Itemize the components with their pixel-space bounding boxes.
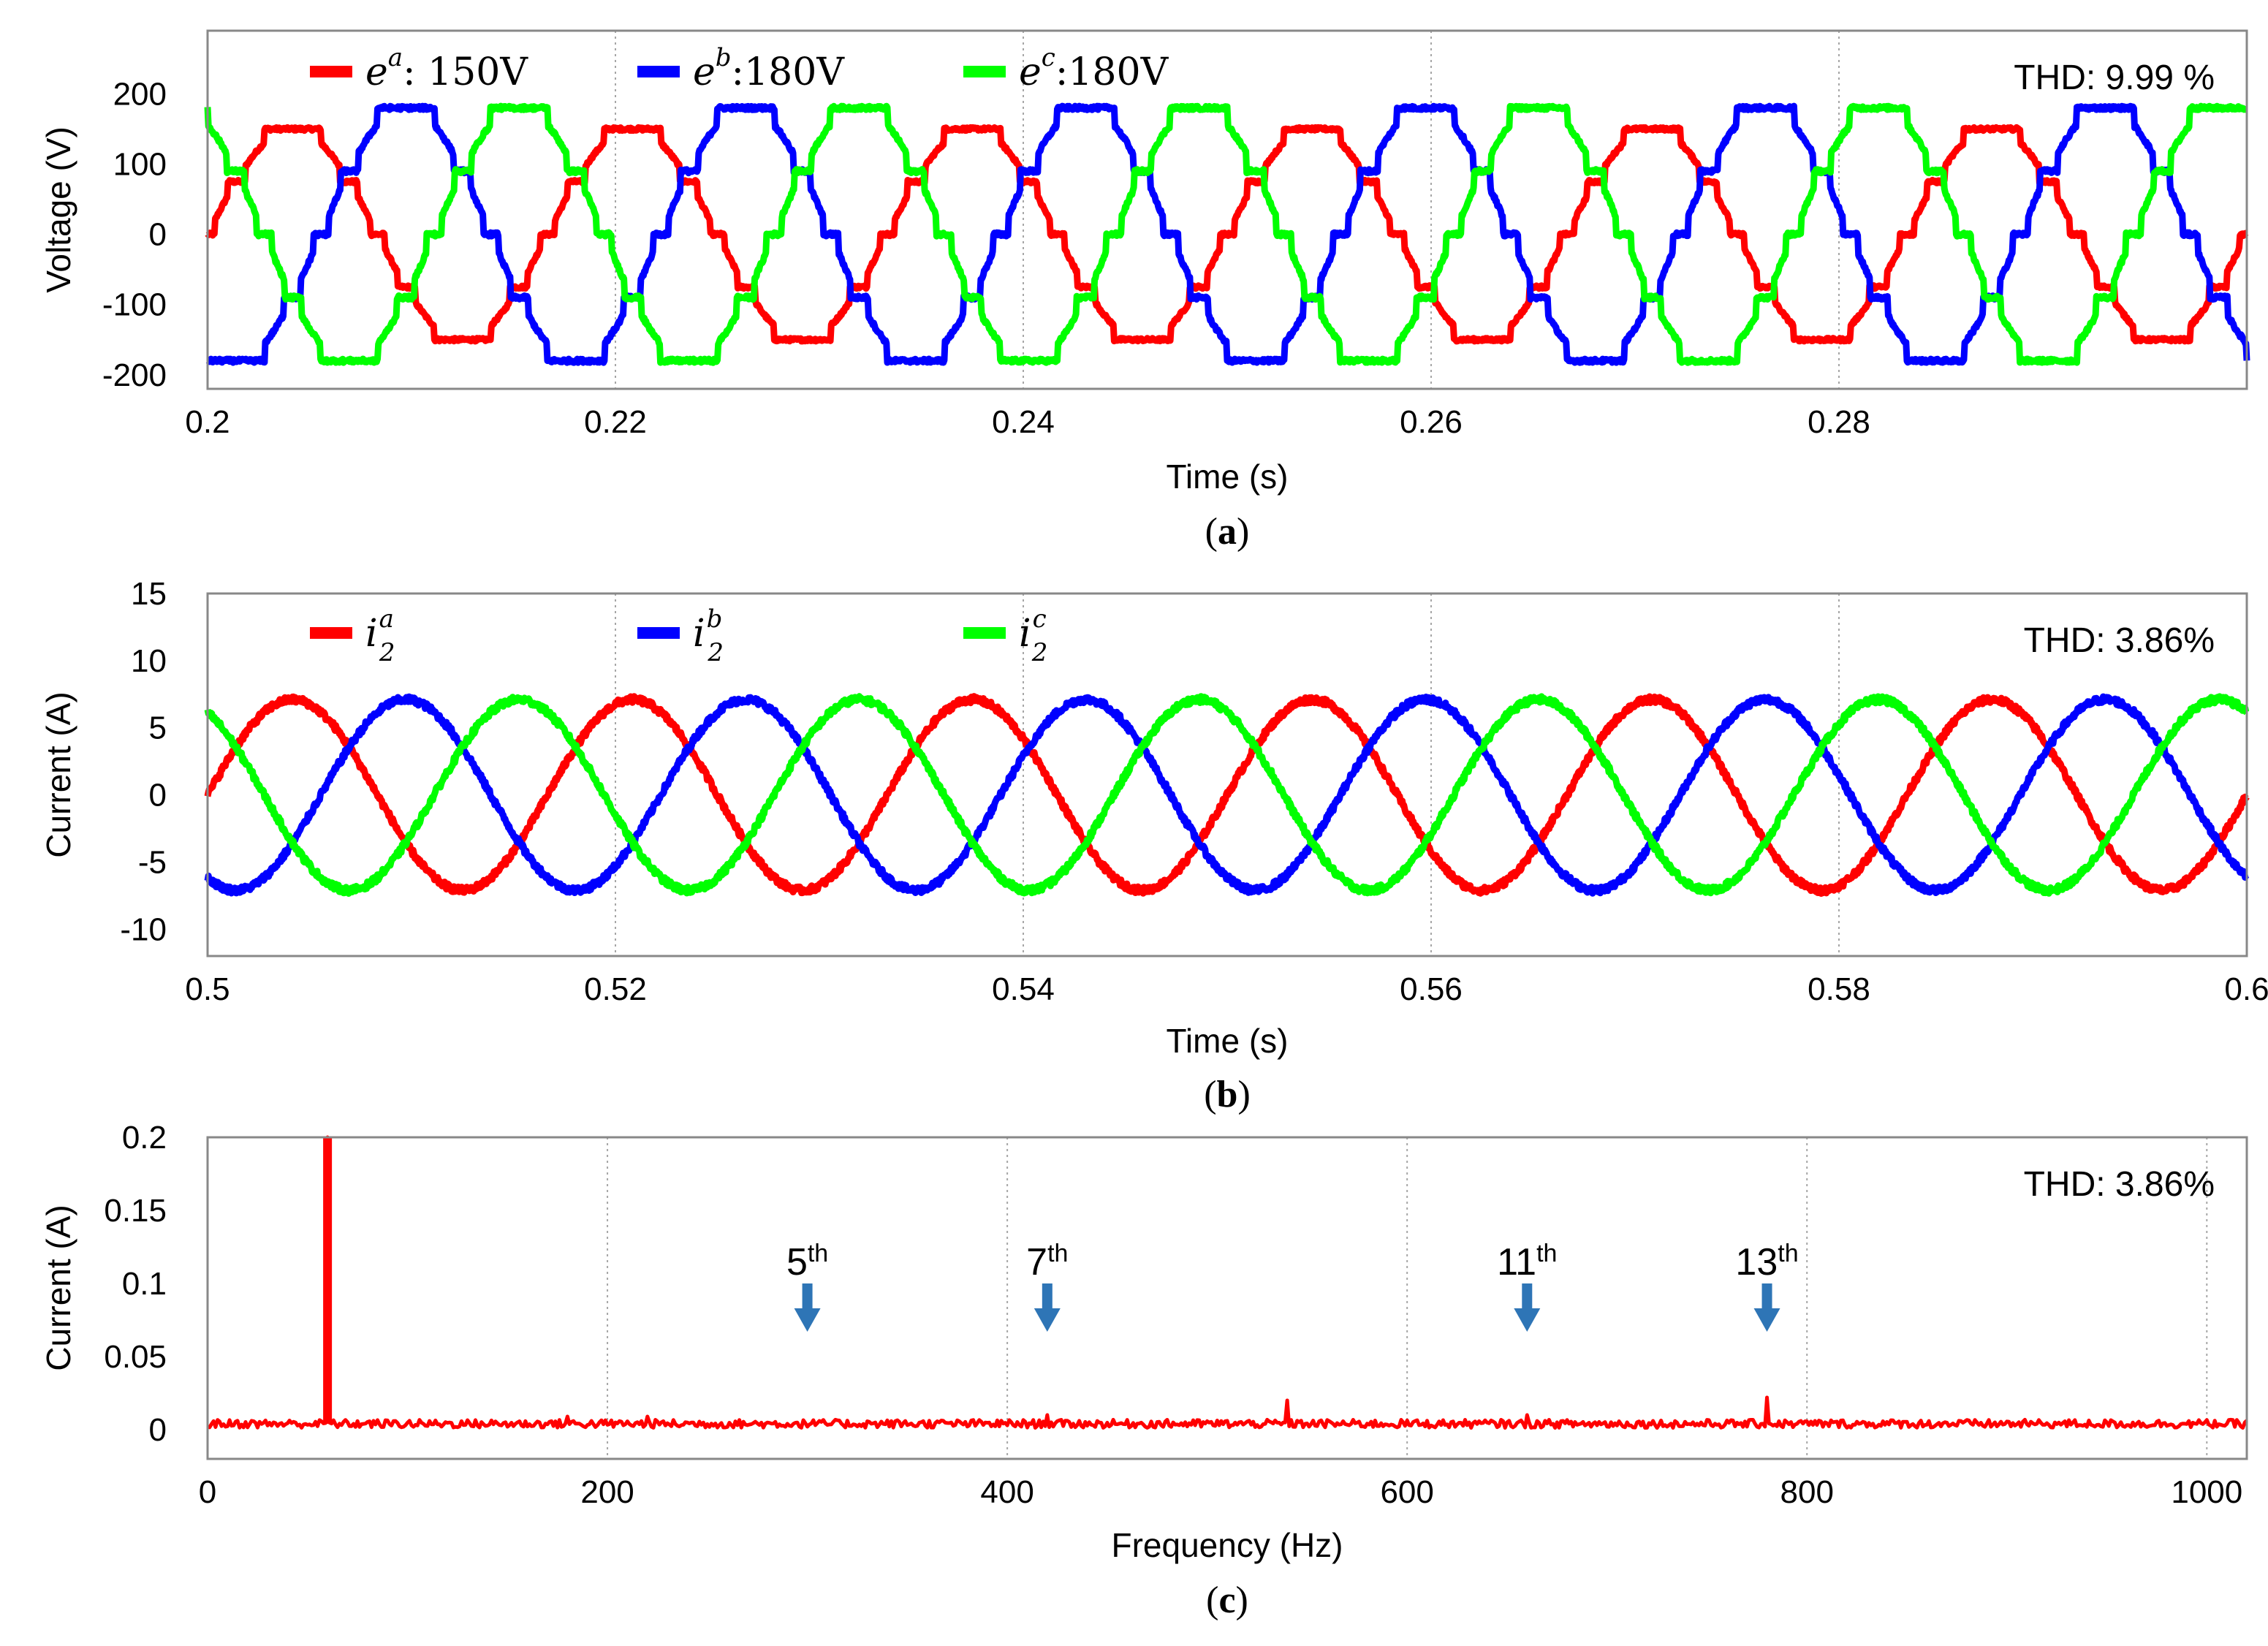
series-line-a [205,124,2250,345]
panel-a-caption: (a) [1205,511,1250,553]
y-tick-label: -100 [102,287,167,323]
panel-c-x-axis-label: Frequency (Hz) [1112,1526,1343,1564]
y-tick-label: 10 [131,643,167,679]
legend-item-ec: ec:180V [963,43,1169,94]
harmonic-label-11: 11th [1497,1240,1557,1283]
panel-b-y-ticks: 15 10 5 0 -5 -10 [120,576,167,947]
panel-c-spectrum: 0.2 0.15 0.1 0.05 0 0 200 400 600 800 1000 5th 7th… [39,1120,2248,1621]
x-tick-label: 0.5 [185,971,230,1007]
legend-label-i2c: ic 2 [1019,604,1047,667]
x-tick-label: 0.56 [1400,971,1463,1007]
panel-c-plot-area [208,1137,2247,1459]
x-tick-label: 400 [980,1474,1034,1510]
harmonic-arrow-icon [1514,1283,1541,1332]
harmonic-arrow-icon [1753,1283,1780,1332]
x-tick-label: 0.24 [992,404,1055,440]
series-line-a [204,693,2250,897]
series-line-b [205,102,2250,366]
panel-a-x-ticks: 0.2 0.22 0.24 0.26 0.28 [185,404,1870,440]
x-tick-label: 0.54 [992,971,1055,1007]
panel-c-y-axis-label: Current (A) [39,1205,77,1370]
harmonic-arrow-icon [1034,1283,1061,1332]
panel-c-series [207,1135,2248,1430]
panel-b-x-axis-label: Time (s) [1167,1022,1289,1060]
legend-label-i2a: ia 2 [365,604,395,667]
panel-b-caption: (b) [1204,1074,1251,1115]
panel-b-thd-label: THD: 3.86% [2024,621,2215,660]
y-tick-label: -10 [120,911,167,947]
y-tick-label: 5 [149,710,167,746]
panel-b-plot-area [208,593,2247,956]
y-tick-label: -200 [102,357,167,393]
y-tick-label: 0 [149,1412,167,1448]
series-line-c [204,102,2250,366]
x-tick-label: 1000 [2171,1474,2242,1510]
panel-a-frame [206,29,2248,390]
panel-a-series [204,102,2250,366]
legend-label-i2b: ib 2 [693,604,724,667]
panel-b-series [204,693,2250,897]
harmonic-label-7: 7th [1026,1240,1068,1283]
panel-a-plot-area [208,31,2247,389]
y-tick-label: -5 [138,844,167,880]
panel-a-legend: ea: 150V eb:180V ec:180V [310,43,1169,94]
x-tick-label: 0.28 [1808,404,1870,440]
legend-label-eb: eb:180V [693,43,845,94]
y-tick-label: 0.2 [122,1120,167,1156]
legend-item-i2a: ia 2 [310,604,395,667]
series-line-c [204,693,2250,897]
harmonic-label-13: 13th [1735,1240,1798,1283]
panel-b-legend: ia 2 ib 2 ic 2 [310,604,1047,667]
panel-c-caption: (c) [1206,1579,1248,1621]
panel-c-grid [607,1137,2208,1459]
x-tick-label: 0.2 [185,404,230,440]
x-tick-label: 600 [1380,1474,1433,1510]
panel-a-voltage: 200 100 0 -100 -200 0.2 0.22 0.24 0.26 0.28 Volt… [39,29,2250,553]
y-tick-label: 0.05 [104,1339,167,1375]
panel-b-y-axis-label: Current (A) [39,691,77,857]
panel-a-x-axis-label: Time (s) [1167,458,1289,496]
legend-item-i2b: ib 2 [637,604,724,667]
x-tick-label: 200 [580,1474,634,1510]
panel-a-y-axis-label: Voltage (V) [39,126,77,293]
y-tick-label: 15 [131,576,167,612]
y-tick-label: 0.15 [104,1193,167,1229]
legend-item-i2c: ic 2 [963,604,1047,667]
x-tick-label: 0.22 [584,404,647,440]
y-tick-label: 100 [113,147,167,183]
panel-a-y-ticks: 200 100 0 -100 -200 [102,76,167,392]
x-tick-label: 800 [1780,1474,1834,1510]
panel-c-frame [206,1136,2248,1460]
series-line-b [204,693,2250,897]
panel-c-y-ticks: 0.2 0.15 0.1 0.05 0 [104,1120,167,1448]
x-tick-label: 0.6 [2224,971,2268,1007]
y-tick-label: 0.1 [122,1266,167,1302]
legend-item-ea: ea: 150V [310,43,528,94]
panel-c-x-ticks: 0 200 400 600 800 1000 [199,1474,2242,1510]
y-tick-label: 0 [149,217,167,253]
legend-label-ea: ea: 150V [365,43,528,94]
spectrum-line [207,1135,2248,1430]
x-tick-label: 0.26 [1400,404,1463,440]
x-tick-label: 0.58 [1808,971,1870,1007]
y-tick-label: 200 [113,76,167,112]
x-tick-label: 0.52 [584,971,647,1007]
panel-c-thd-label: THD: 3.86% [2024,1165,2215,1204]
panel-a-thd-label: THD: 9.99 % [2014,58,2215,97]
x-tick-label: 0 [199,1474,216,1510]
legend-label-ec: ec:180V [1019,43,1169,94]
harmonic-arrow-icon [794,1283,821,1332]
panel-b-frame [206,592,2248,957]
panel-b-current: 15 10 5 0 -5 -10 0.5 0.52 0.54 0.56 0.58 0.6 Curre… [39,576,2268,1115]
harmonic-label-5: 5th [786,1240,828,1283]
panel-b-x-ticks: 0.5 0.52 0.54 0.56 0.58 0.6 [185,971,2268,1007]
legend-item-eb: eb:180V [637,43,845,94]
panel-c-harmonic-markers: 5th 7th 11th 13th [786,1240,1799,1332]
y-tick-label: 0 [149,778,167,813]
